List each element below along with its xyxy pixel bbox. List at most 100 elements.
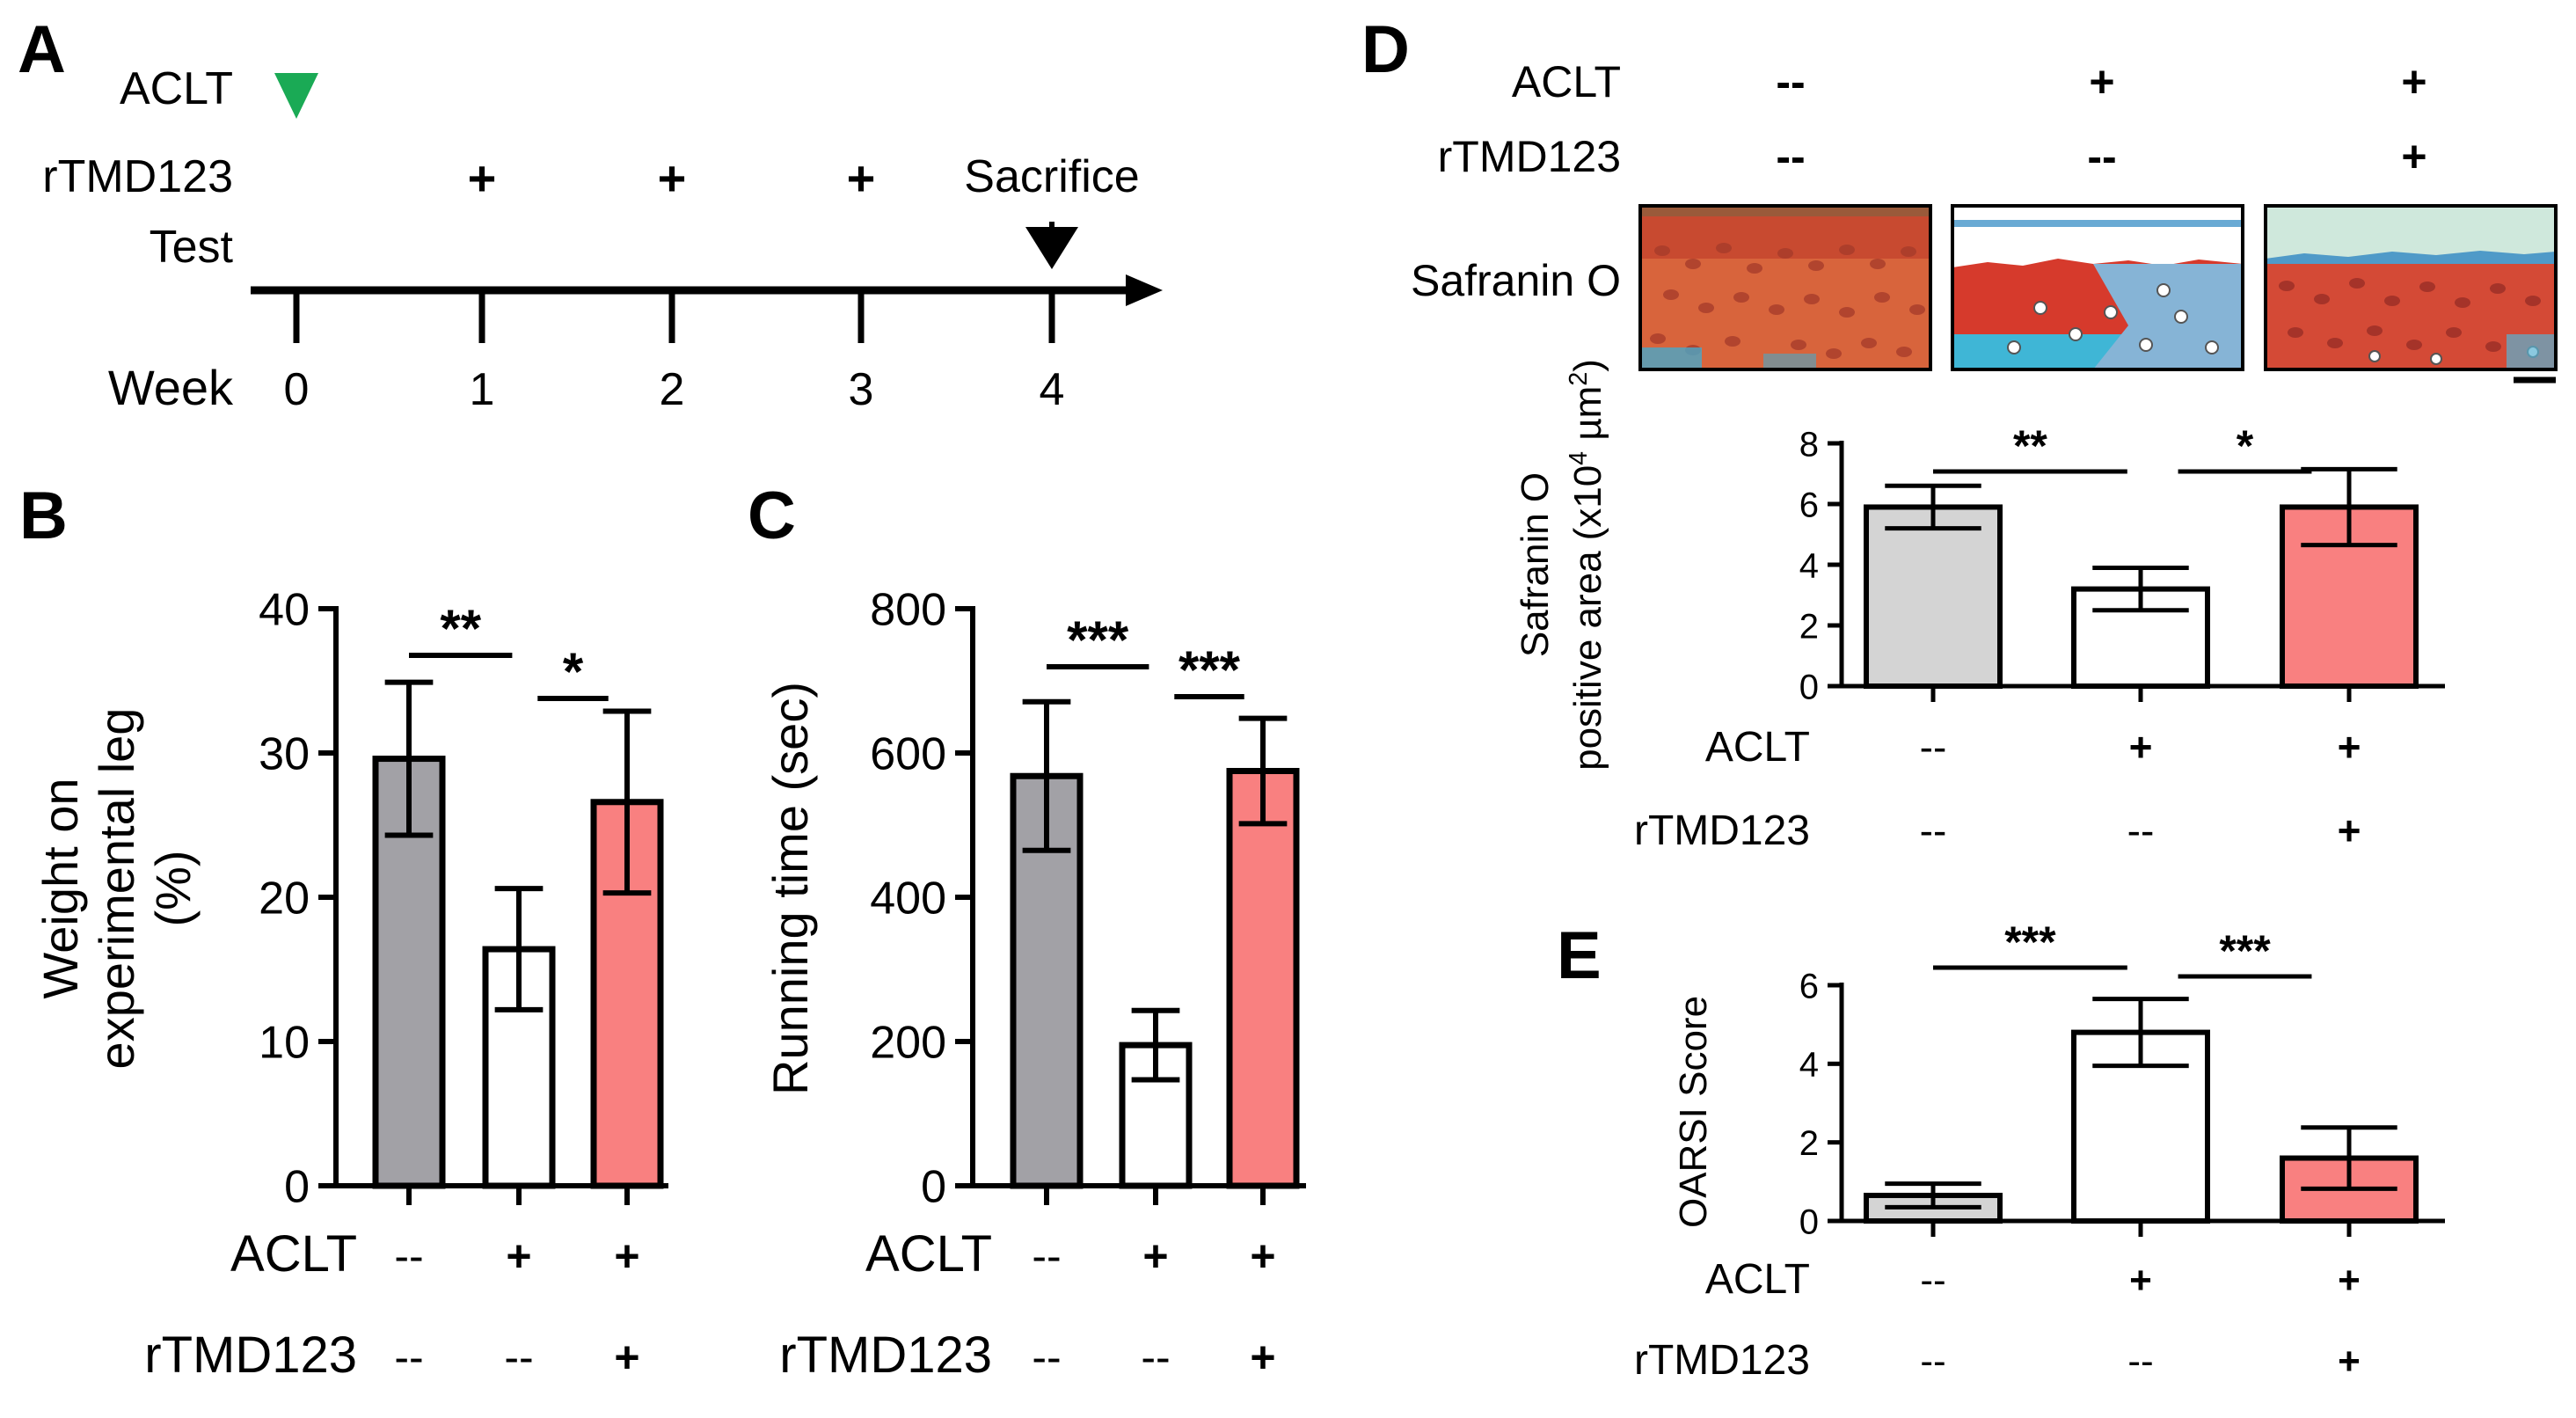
y-tick-label-c-1: 200 xyxy=(870,1018,946,1069)
y-axis-label-b-line-2: (%) xyxy=(145,850,201,926)
histology-image-aclt xyxy=(1952,206,2243,369)
panel-label-a: A xyxy=(18,12,66,87)
y-tick-label-c-3: 600 xyxy=(870,729,946,780)
y-axis-label-d-line-1: Safranin O xyxy=(1514,472,1557,657)
week-4-label: 4 xyxy=(1040,364,1065,415)
panel-label-e: E xyxy=(1557,918,1602,993)
significance-text-d-1: * xyxy=(2237,421,2254,471)
group-rtmd-value-c-2: + xyxy=(1250,1333,1275,1382)
y-tick-label-b-3: 30 xyxy=(259,729,310,780)
y-tick-label-e-1: 2 xyxy=(1799,1124,1819,1163)
group-aclt-value-d-0: -- xyxy=(1920,724,1947,770)
group-aclt-value-e-2: + xyxy=(2338,1259,2361,1302)
stain-label: Safranin O xyxy=(1411,256,1621,305)
group-row-label-rtmd-d: rTMD123 xyxy=(1634,808,1810,854)
group-rtmd-value-e-1: -- xyxy=(2127,1340,2153,1383)
group-rtmd-value-e-2: + xyxy=(2338,1340,2361,1383)
timeline-arrowhead xyxy=(1126,274,1163,306)
d-header-aclt-3: + xyxy=(2401,57,2426,106)
y-axis-label-b-line-0: Weight on xyxy=(33,778,88,998)
y-tick-label-d-4: 8 xyxy=(1799,425,1819,464)
week-0-label: 0 xyxy=(284,364,310,415)
row-label-aclt: ACLT xyxy=(120,63,233,114)
group-rtmd-value-e-0: -- xyxy=(1920,1340,1945,1383)
y-tick-label-b-1: 10 xyxy=(259,1018,310,1069)
significance-text-b-0: ** xyxy=(440,599,481,658)
row-label-week: Week xyxy=(108,360,234,415)
y-tick-label-b-2: 20 xyxy=(259,873,310,925)
group-aclt-value-e-0: -- xyxy=(1920,1259,1945,1302)
group-row-label-aclt-b: ACLT xyxy=(230,1225,357,1283)
group-rtmd-value-b-2: + xyxy=(614,1333,639,1382)
y-tick-label-b-0: 0 xyxy=(284,1162,310,1213)
y-label-d-part-4: 2 xyxy=(1565,372,1593,386)
group-aclt-value-b-2: + xyxy=(614,1232,639,1281)
panel-label-c: C xyxy=(748,479,796,553)
panel-d-images: D ACLT -- + + rTMD123 -- -- + Safranin O xyxy=(1361,12,2558,384)
group-rtmd-value-d-0: -- xyxy=(1920,808,1947,853)
bar-c-0 xyxy=(1010,772,1084,1189)
rtmd-dose-week-2: + xyxy=(658,150,687,206)
y-tick-label-d-3: 6 xyxy=(1799,486,1819,524)
y-tick-label-e-3: 6 xyxy=(1799,967,1819,1005)
d-header-aclt-2: + xyxy=(2089,57,2114,106)
y-axis-label-c: Running time (sec) xyxy=(763,682,818,1095)
d-header-aclt-label: ACLT xyxy=(1512,57,1621,106)
group-row-label-rtmd-e: rTMD123 xyxy=(1634,1337,1810,1384)
y-tick-label-c-4: 800 xyxy=(870,585,946,636)
sacrifice-label: Sacrifice xyxy=(964,151,1139,202)
histology-frame-aclt xyxy=(1951,204,2244,371)
week-2-label: 2 xyxy=(660,364,685,415)
group-rtmd-value-b-0: -- xyxy=(394,1333,423,1382)
d-header-rtmd-1: -- xyxy=(1776,132,1805,181)
group-row-label-aclt-c: ACLT xyxy=(865,1225,992,1283)
group-rtmd-value-b-1: -- xyxy=(504,1333,533,1382)
bar-c-2 xyxy=(1226,768,1300,1189)
histology-image-control xyxy=(1640,206,1930,369)
histology-image-aclt-rtmd xyxy=(2266,206,2556,369)
group-aclt-value-b-1: + xyxy=(506,1232,531,1281)
y-tick-label-d-2: 4 xyxy=(1799,546,1819,585)
d-header-rtmd-label: rTMD123 xyxy=(1438,132,1621,181)
y-tick-label-c-2: 400 xyxy=(870,873,946,925)
panel-label-d: D xyxy=(1361,12,1410,87)
y-label-d-part-1: (x10 xyxy=(1566,465,1609,541)
group-rtmd-value-c-0: -- xyxy=(1032,1333,1061,1382)
y-axis-label-b-line-1: experimental leg xyxy=(89,708,144,1070)
y-axis-label-b: Weight onexperimental leg(%) xyxy=(33,708,201,1070)
y-tick-label-e-2: 4 xyxy=(1799,1046,1819,1085)
row-label-test: Test xyxy=(150,222,234,273)
chart-e-oarsi: E 0 2 4 6 *** *** ACLT rTMD123 -- -- + -- + + OARSI Sco… xyxy=(1557,917,2445,1384)
histology-frame-aclt-rtmd xyxy=(2264,204,2558,371)
y-label-d-part-0: positive area xyxy=(1566,551,1609,771)
group-row-label-rtmd-b: rTMD123 xyxy=(144,1327,357,1384)
group-row-label-aclt-d: ACLT xyxy=(1705,724,1810,771)
d-header-rtmd-3: + xyxy=(2401,132,2426,181)
rtmd-dose-week-3: + xyxy=(847,150,876,206)
d-header-rtmd-2: -- xyxy=(2087,132,2116,181)
y-label-d-part-3: µm xyxy=(1566,386,1609,451)
panel-a: A ACLT rTMD123 + + + Sacrifice Test Week… xyxy=(18,12,1163,415)
significance-text-e-1: *** xyxy=(2219,926,2271,976)
d-header-aclt-1: -- xyxy=(1776,57,1805,106)
y-axis-label-d: Safranin O xyxy=(1514,472,1557,657)
group-rtmd-value-d-2: + xyxy=(2338,808,2361,853)
y-label-d-part-2: 4 xyxy=(1565,451,1593,465)
significance-text-c-0: *** xyxy=(1067,610,1129,669)
y-tick-label-e-0: 0 xyxy=(1799,1202,1819,1241)
week-1-label: 1 xyxy=(470,364,495,415)
group-row-label-rtmd-c: rTMD123 xyxy=(779,1327,992,1384)
group-aclt-value-c-2: + xyxy=(1250,1232,1275,1281)
panel-label-b: B xyxy=(19,479,68,553)
y-tick-label-d-0: 0 xyxy=(1799,668,1819,706)
rtmd-dose-week-1: + xyxy=(468,150,497,206)
y-tick-label-b-4: 40 xyxy=(259,585,310,636)
chart-c: C 0 200 400 600 800 *** *** ACLT rTMD123 -- -- + -- + +… xyxy=(748,479,1306,1384)
group-aclt-value-c-0: -- xyxy=(1032,1232,1061,1281)
group-rtmd-value-d-1: -- xyxy=(2127,808,2155,853)
group-aclt-value-d-2: + xyxy=(2338,724,2361,770)
y-label-d-part-5: ) xyxy=(1566,359,1609,372)
